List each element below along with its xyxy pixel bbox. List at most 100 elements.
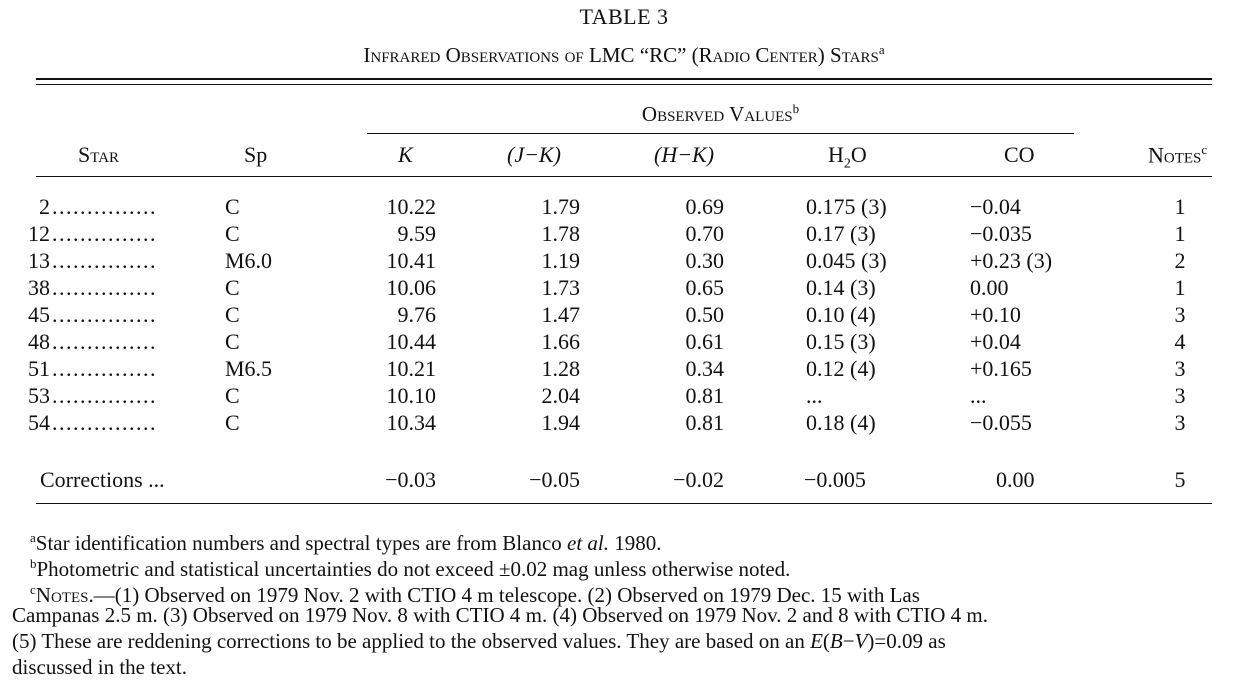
cell-co: +0.165: [970, 356, 1032, 381]
table-caption: Infrared Observations of LMC “RC” (Radio…: [0, 42, 1248, 68]
cell-h2o: 0.175 (3): [806, 194, 887, 219]
header-hk: (H−K): [654, 142, 715, 167]
header-notes: Notesc: [1148, 142, 1207, 168]
cell-k: 10.41: [386, 248, 437, 273]
caption-text: Infrared Observations of LMC “RC” (Radio…: [363, 43, 879, 67]
footnote-b: bPhotometric and statistical uncertainti…: [30, 550, 790, 583]
cell-k: 10.34: [386, 410, 437, 435]
cell-dots: ...............: [52, 356, 157, 381]
header-notes-mark: c: [1201, 142, 1208, 157]
cell-sp: C: [225, 410, 240, 435]
footnote-b-text: Photometric and statistical uncertaintie…: [36, 557, 791, 581]
cell-dots: ...............: [52, 329, 157, 354]
cell-star: 53: [28, 383, 50, 408]
cell-star: 2: [39, 194, 50, 219]
cell-jk: 1.78: [541, 221, 581, 246]
footnote-c-b: B: [829, 629, 843, 653]
footnote-c-line3: (5) These are reddening corrections to b…: [12, 628, 946, 655]
cell-notes: 1: [1174, 221, 1186, 246]
footnote-c-text-3a: (5) These are reddening corrections to b…: [12, 629, 811, 653]
table-title: TABLE 3: [579, 4, 669, 29]
header-star: Star: [78, 142, 120, 167]
cell-sp: C: [225, 221, 240, 246]
corrections-h2o: −0.005: [804, 467, 866, 492]
cell-co: +0.10: [970, 302, 1021, 327]
cell-k: 10.06: [386, 275, 437, 300]
cell-h2o: 0.15 (3): [806, 329, 876, 354]
cell-co: +0.23 (3): [970, 248, 1053, 273]
header-h2o: H2O: [828, 142, 867, 172]
cell-jk: 1.79: [541, 194, 581, 219]
cell-k: 9.76: [397, 302, 437, 327]
cell-sp: C: [225, 329, 240, 354]
footnote-c-text-1: —(1) Observed on 1979 Nov. 2 with CTIO 4…: [93, 583, 920, 607]
cell-co: −0.035: [970, 221, 1032, 246]
corrections-k: −0.03: [385, 467, 436, 492]
cell-star: 38: [28, 275, 50, 300]
cell-jk: 1.73: [541, 275, 581, 300]
observed-footnote-mark: b: [792, 101, 800, 116]
cell-hk: 0.65: [685, 275, 725, 300]
cell-dots: ...............: [52, 302, 157, 327]
cell-notes: 2: [1174, 248, 1186, 273]
cell-dots: ...............: [52, 248, 157, 273]
cell-notes: 1: [1174, 275, 1186, 300]
cell-h2o: 0.12 (4): [806, 356, 876, 381]
corrections-hk: −0.02: [673, 467, 724, 492]
cell-k: 9.59: [397, 221, 437, 246]
cell-hk: 0.34: [685, 356, 725, 381]
cell-sp: C: [225, 275, 240, 300]
footnote-c-lead: Notes.: [35, 583, 94, 607]
cell-dots: ...............: [52, 221, 157, 246]
observed-values-label: Observed Values: [641, 102, 793, 126]
cell-jk: 1.47: [541, 302, 581, 327]
corrections-label: Corrections ...: [40, 467, 165, 492]
cell-jk: 1.94: [541, 410, 581, 435]
top-rule-thick: [36, 78, 1212, 80]
footnote-c-v: V: [854, 629, 868, 653]
cell-jk: 1.28: [541, 356, 581, 381]
observed-values-header: Observed Valuesb: [367, 101, 1074, 127]
cell-hk: 0.70: [685, 221, 725, 246]
header-co: CO: [1004, 142, 1035, 167]
cell-h2o: 0.045 (3): [806, 248, 887, 273]
cell-hk: 0.81: [685, 410, 725, 435]
footnote-a-etal: et al.: [567, 531, 610, 555]
header-jk: (J−K): [507, 142, 561, 167]
cell-h2o: 0.14 (3): [806, 275, 876, 300]
cell-sp: C: [225, 302, 240, 327]
cell-h2o: ...: [806, 383, 823, 408]
cell-k: 10.10: [386, 383, 437, 408]
header-h2o-o: O: [850, 142, 867, 167]
cell-star: 12: [28, 221, 50, 246]
footnote-a: aStar identification numbers and spectra…: [30, 524, 662, 557]
header-h2o-h: H: [828, 142, 844, 167]
cell-notes: 3: [1174, 410, 1186, 435]
footnote-c-line1: cNotes.—(1) Observed on 1979 Nov. 2 with…: [30, 576, 920, 609]
header-rule: [36, 176, 1212, 177]
cell-notes: 3: [1174, 356, 1186, 381]
cell-star: 51: [28, 356, 50, 381]
footnote-a-text: Star identification numbers and spectral…: [35, 531, 568, 555]
footnote-a-mark: a: [30, 530, 36, 545]
header-k: K: [398, 142, 413, 167]
footnote-c-text-3g: )=0.09 as: [867, 629, 946, 653]
footnote-c-e: E: [810, 629, 823, 653]
cell-notes: 1: [1174, 194, 1186, 219]
cell-star: 48: [28, 329, 50, 354]
top-rule-thin: [36, 84, 1212, 85]
cell-jk: 1.66: [541, 329, 581, 354]
cell-sp: M6.0: [225, 248, 273, 273]
cell-star: 13: [28, 248, 50, 273]
cell-notes: 3: [1174, 302, 1186, 327]
footnote-c-line4: discussed in the text.: [12, 655, 187, 679]
cell-jk: 2.04: [541, 383, 581, 408]
footnote-a-year: 1980.: [609, 531, 662, 555]
corrections-notes: 5: [1174, 467, 1186, 492]
footnote-c-paren: (: [822, 629, 830, 653]
cell-hk: 0.61: [685, 329, 725, 354]
bottom-rule: [36, 503, 1212, 504]
cell-hk: 0.50: [685, 302, 725, 327]
footnote-c-line2: Campanas 2.5 m. (3) Observed on 1979 Nov…: [12, 603, 988, 627]
